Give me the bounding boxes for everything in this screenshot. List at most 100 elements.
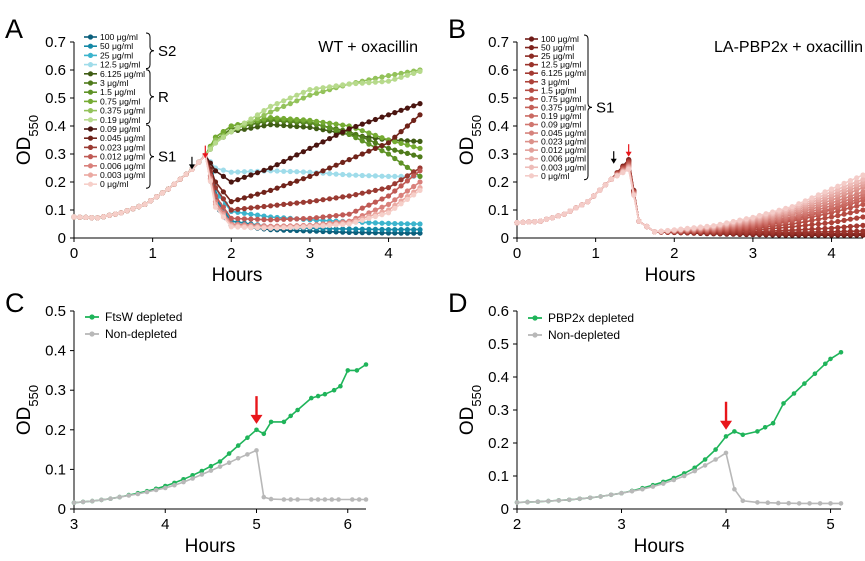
data-point (359, 134, 365, 140)
y-axis-title-main: OD (457, 137, 478, 166)
data-point (207, 178, 213, 184)
data-point (838, 501, 844, 506)
legend-swatch-marker (528, 173, 535, 179)
data-point (359, 151, 365, 157)
data-point (678, 226, 684, 232)
legend-label: 3 μg/ml (541, 77, 569, 87)
legend-swatch-marker (87, 135, 94, 141)
data-point (385, 185, 392, 191)
data-point (320, 197, 326, 203)
data-point (346, 226, 352, 232)
data-point (268, 122, 274, 128)
data-point (228, 123, 234, 129)
data-point (300, 149, 306, 155)
data-point (847, 205, 854, 211)
data-point (549, 215, 556, 221)
data-point (823, 361, 828, 367)
data-point (320, 127, 326, 133)
y-tick-label: 0.5 (45, 303, 66, 320)
data-point (307, 169, 313, 175)
data-point (313, 86, 320, 92)
data-point (573, 205, 579, 211)
legend-swatch-marker (87, 126, 94, 132)
data-point (99, 497, 104, 503)
data-point (650, 484, 656, 489)
data-point (809, 222, 815, 228)
data-point (847, 223, 854, 230)
x-tick-label: 5 (252, 516, 260, 533)
data-point (828, 220, 835, 226)
data-point (802, 222, 808, 228)
data-point (776, 207, 782, 213)
data-point (307, 215, 313, 221)
data-point (90, 498, 95, 504)
data-point (854, 175, 860, 181)
data-point (313, 223, 320, 229)
data-point (392, 71, 398, 78)
data-point (854, 191, 860, 197)
data-point (411, 192, 417, 198)
data-point (756, 212, 763, 219)
data-point (254, 448, 259, 453)
data-point (208, 463, 214, 469)
data-point (404, 142, 410, 148)
data-point (294, 123, 300, 130)
data-point (762, 425, 768, 430)
data-point (626, 166, 632, 172)
group-label: S2 (158, 43, 176, 60)
data-point (340, 171, 346, 178)
arrow-head (202, 153, 209, 159)
data-point (379, 220, 385, 226)
data-point (153, 487, 159, 493)
data-point (730, 218, 736, 225)
data-point (241, 120, 247, 126)
data-point (822, 220, 828, 226)
data-point (235, 197, 241, 203)
data-point (261, 431, 267, 437)
y-tick-label: 0.3 (45, 382, 66, 399)
data-point (781, 401, 786, 406)
data-point (822, 189, 828, 195)
panel-letter: D (448, 288, 468, 318)
legend-swatch-marker (87, 80, 94, 86)
data-point (860, 189, 865, 195)
data-point (77, 214, 83, 220)
data-point (281, 419, 287, 425)
data-point (822, 225, 828, 232)
data-point (372, 226, 378, 232)
y-tick-label: 0.7 (45, 34, 66, 51)
data-point (737, 217, 743, 223)
data-point (300, 199, 306, 205)
data-point (353, 135, 359, 141)
data-point (860, 201, 865, 207)
data-point (385, 220, 392, 226)
group-label: S1 (158, 149, 176, 166)
y-tick-label: 0.1 (45, 202, 66, 219)
data-point (860, 228, 865, 234)
data-point (254, 427, 259, 433)
data-point (567, 497, 572, 503)
data-point (379, 173, 385, 179)
data-point (379, 143, 385, 149)
panel-letter: C (5, 288, 25, 318)
data-point (363, 497, 369, 502)
data-point (385, 140, 392, 146)
data-point (629, 488, 635, 494)
data-point (346, 81, 352, 87)
data-point (300, 176, 306, 182)
data-point (340, 129, 346, 135)
data-point (561, 211, 567, 217)
data-point (354, 368, 360, 373)
data-point (417, 221, 423, 227)
x-tick-label: 4 (384, 245, 392, 262)
legend-swatch-marker (87, 144, 94, 150)
data-point (854, 215, 860, 221)
x-tick-label: 3 (749, 245, 757, 262)
x-tick-label: 0 (513, 245, 521, 262)
legend-label: 0.023 μg/ml (541, 137, 586, 147)
data-point (392, 147, 398, 153)
data-point (300, 224, 306, 230)
data-point (828, 501, 833, 506)
legend-swatch-marker (87, 71, 94, 77)
data-point (353, 226, 359, 232)
